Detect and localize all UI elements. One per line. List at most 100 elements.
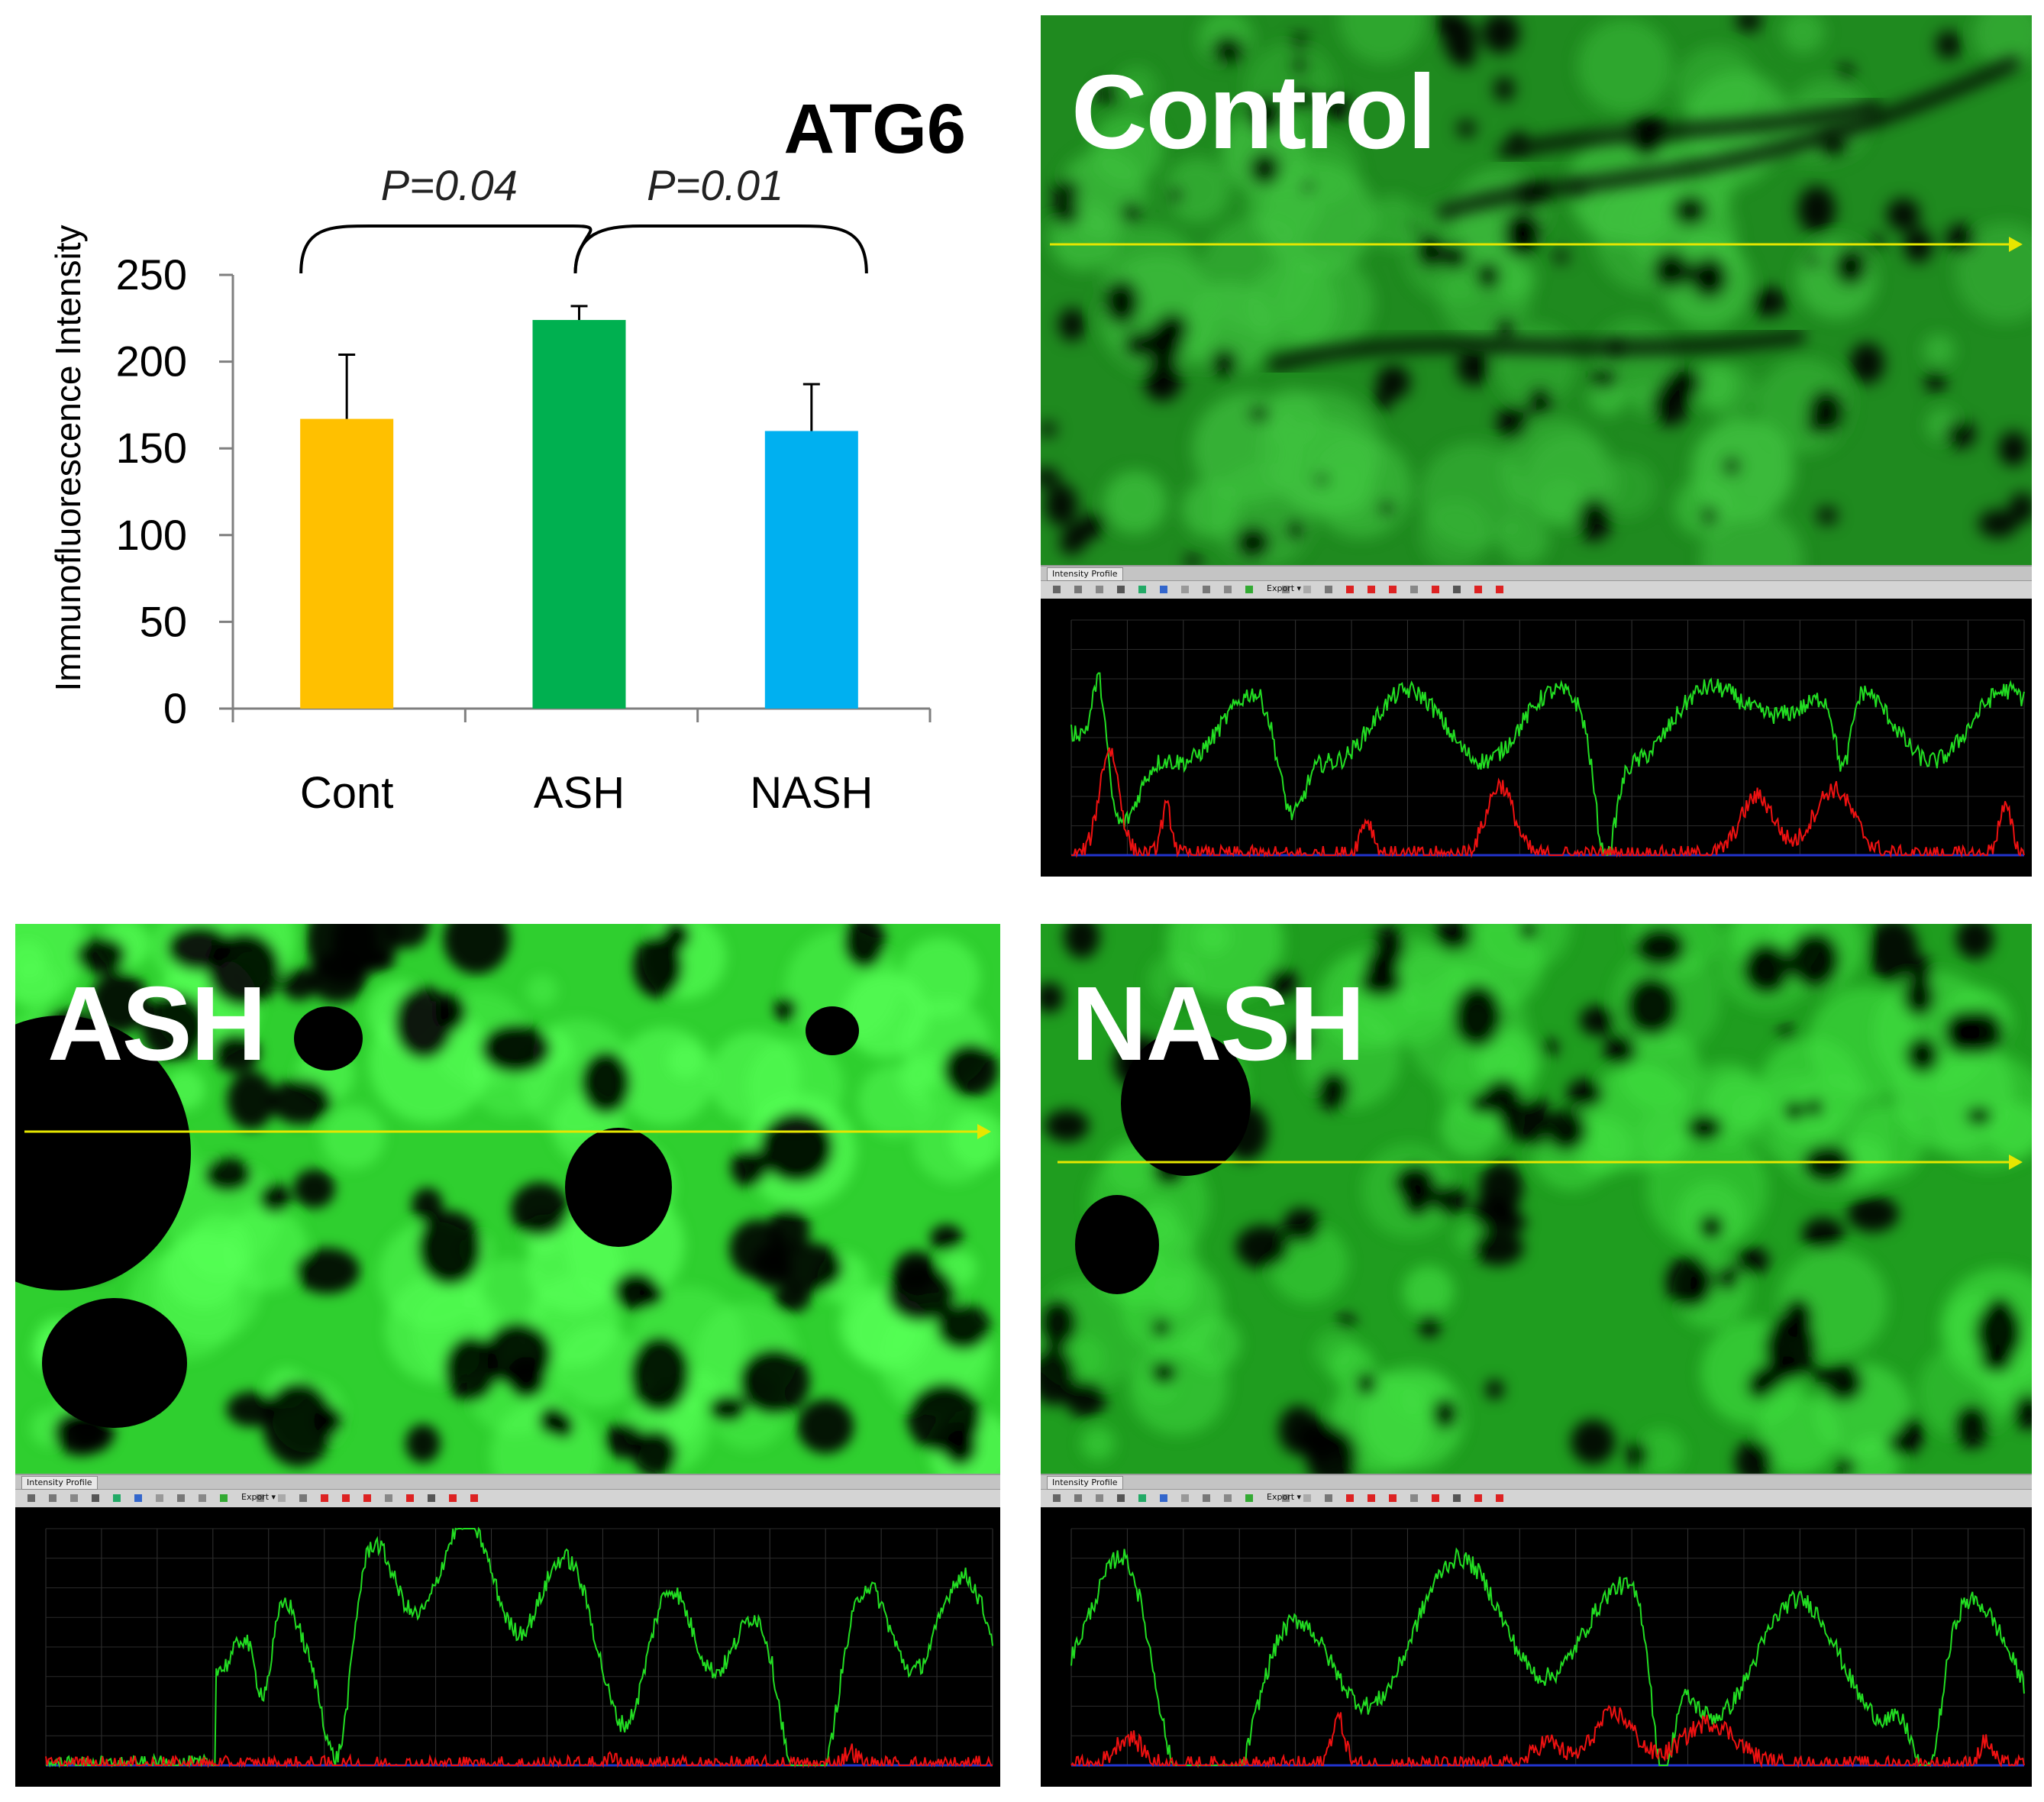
toolbar-tool-icon[interactable] xyxy=(49,1494,57,1502)
bar-chart: ATG6 Immunofluorescence Intensity 0 50 100… xyxy=(48,90,966,818)
toolbar-tool-icon[interactable] xyxy=(1074,586,1082,593)
toolbar-tool-icon[interactable] xyxy=(1181,586,1189,593)
toolbar-tool-icon[interactable] xyxy=(1389,586,1397,593)
toolbar-tool-icon[interactable] xyxy=(1096,586,1103,593)
toolbar-tool-icon[interactable] xyxy=(1138,1494,1146,1502)
control-panel: Control Intensity Profile Export ▾ xyxy=(1041,15,2032,877)
toolbar-tool-icon[interactable] xyxy=(1474,1494,1482,1502)
nash-intensity-profile xyxy=(1041,1507,2032,1787)
toolbar-tool-icon[interactable] xyxy=(113,1494,121,1502)
toolbar-tool-icon[interactable] xyxy=(1160,1494,1167,1502)
toolbar-tool-icon[interactable] xyxy=(1346,1494,1354,1502)
toolbar-tool-icon[interactable] xyxy=(449,1494,457,1502)
toolbar-tool-icon[interactable] xyxy=(1203,1494,1210,1502)
green-channel-trace xyxy=(1070,672,2025,856)
ash-toolbar: Intensity Profile Export ▾ xyxy=(15,1474,1000,1509)
toolbar-tool-icon[interactable] xyxy=(1432,586,1439,593)
y-tick-label: 200 xyxy=(116,337,187,386)
toolbar-tool-icon[interactable] xyxy=(1346,586,1354,593)
arrow-head-icon xyxy=(977,1124,991,1139)
nash-micrograph xyxy=(1041,924,2032,1474)
toolbar-tool-icon[interactable] xyxy=(1117,1494,1125,1502)
toolbar-tool-icon[interactable] xyxy=(428,1494,435,1502)
toolbar-tool-icon[interactable] xyxy=(1224,586,1232,593)
toolbar-tool-icon[interactable] xyxy=(1053,1494,1061,1502)
toolbar-tool-icon[interactable] xyxy=(27,1494,35,1502)
profile-tab[interactable]: Intensity Profile xyxy=(1047,567,1123,581)
nash-toolbar: Intensity Profile Export ▾ xyxy=(1041,1474,2032,1509)
toolbar-tool-icon[interactable] xyxy=(342,1494,350,1502)
toolbar-tool-icon[interactable] xyxy=(1453,1494,1461,1502)
toolbar-tool-icon[interactable] xyxy=(278,1494,286,1502)
toolbar-tool-icon[interactable] xyxy=(92,1494,99,1502)
red-channel-trace xyxy=(1070,1704,2025,1768)
control-micrograph xyxy=(1041,15,2032,565)
ash-label: ASH xyxy=(47,965,266,1083)
toolbar-tool-icon[interactable] xyxy=(1074,1494,1082,1502)
toolbar-tool-icon[interactable] xyxy=(1138,586,1146,593)
control-label: Control xyxy=(1071,53,1437,171)
toolbar-tool-icon[interactable] xyxy=(385,1494,392,1502)
toolbar-tool-icon[interactable] xyxy=(1053,586,1061,593)
toolbar-tool-icon[interactable] xyxy=(1303,586,1311,593)
toolbar-tool-icon[interactable] xyxy=(1224,1494,1232,1502)
toolbar-tool-icon[interactable] xyxy=(1096,1494,1103,1502)
export-button[interactable]: Export ▾ xyxy=(1267,1492,1302,1502)
profile-tab[interactable]: Intensity Profile xyxy=(1047,1476,1123,1490)
toolbar-tool-icon[interactable] xyxy=(1453,586,1461,593)
toolbar-tool-icon[interactable] xyxy=(1245,1494,1253,1502)
bar-ash xyxy=(532,320,626,709)
toolbar-tool-icon[interactable] xyxy=(1325,586,1332,593)
toolbar-tool-icon[interactable] xyxy=(299,1494,307,1502)
toolbar-tool-icon[interactable] xyxy=(220,1494,228,1502)
toolbar-tool-icon[interactable] xyxy=(1181,1494,1189,1502)
green-channel-trace xyxy=(1070,1547,2025,1768)
toolbar-tool-icon[interactable] xyxy=(1160,586,1167,593)
export-button[interactable]: Export ▾ xyxy=(241,1492,276,1502)
y-tick-label: 250 xyxy=(116,250,187,299)
toolbar-tool-icon[interactable] xyxy=(1325,1494,1332,1502)
toolbar-tool-icon[interactable] xyxy=(1410,1494,1418,1502)
toolbar-tool-icon[interactable] xyxy=(406,1494,414,1502)
toolbar-tool-icon[interactable] xyxy=(1282,1494,1290,1502)
toolbar-tool-icon[interactable] xyxy=(1432,1494,1439,1502)
y-tick-label: 50 xyxy=(140,597,187,645)
toolbar-tool-icon[interactable] xyxy=(1496,1494,1503,1502)
ash-micrograph xyxy=(15,924,1000,1474)
toolbar-tool-icon[interactable] xyxy=(1117,586,1125,593)
toolbar-tool-icon[interactable] xyxy=(177,1494,185,1502)
toolbar-tool-icon[interactable] xyxy=(1203,586,1210,593)
toolbar-tool-icon[interactable] xyxy=(1303,1494,1311,1502)
toolbar-tool-icon[interactable] xyxy=(363,1494,371,1502)
toolbar-tool-icon[interactable] xyxy=(1245,586,1253,593)
export-button[interactable]: Export ▾ xyxy=(1267,583,1302,593)
toolbar-tool-icon[interactable] xyxy=(1474,586,1482,593)
error-bars xyxy=(338,305,820,431)
toolbar-tool-icon[interactable] xyxy=(1368,1494,1375,1502)
toolbar-tool-icon[interactable] xyxy=(1282,586,1290,593)
toolbar-tool-icon[interactable] xyxy=(134,1494,142,1502)
toolbar-tool-icon[interactable] xyxy=(1368,586,1375,593)
toolbar-tool-icon[interactable] xyxy=(1389,1494,1397,1502)
bar-nash xyxy=(764,431,858,709)
toolbar-tool-icon[interactable] xyxy=(1410,586,1418,593)
profile-tab[interactable]: Intensity Profile xyxy=(21,1476,98,1490)
toolbar-tool-icon[interactable] xyxy=(470,1494,478,1502)
control-intensity-profile xyxy=(1041,599,2032,877)
y-tick-label: 150 xyxy=(116,424,187,472)
significance-bracket xyxy=(573,224,868,274)
toolbar-tool-icon[interactable] xyxy=(257,1494,264,1502)
toolbar-tool-icon[interactable] xyxy=(321,1494,328,1502)
bars xyxy=(300,320,858,709)
bar-cont xyxy=(300,418,394,709)
red-channel-trace xyxy=(45,1743,993,1768)
toolbar-tool-icon[interactable] xyxy=(199,1494,206,1502)
nash-panel: NASH Intensity Profile Export ▾ xyxy=(1041,924,2032,1787)
toolbar-tool-icon[interactable] xyxy=(1496,586,1503,593)
arrow-head-icon xyxy=(2009,1155,2023,1170)
y-ticks: 0 50 100 150 200 250 xyxy=(116,250,233,732)
category-labels: Cont ASH NASH xyxy=(300,768,873,818)
toolbar-tool-icon[interactable] xyxy=(156,1494,163,1502)
category-label: NASH xyxy=(750,768,873,818)
toolbar-tool-icon[interactable] xyxy=(70,1494,78,1502)
